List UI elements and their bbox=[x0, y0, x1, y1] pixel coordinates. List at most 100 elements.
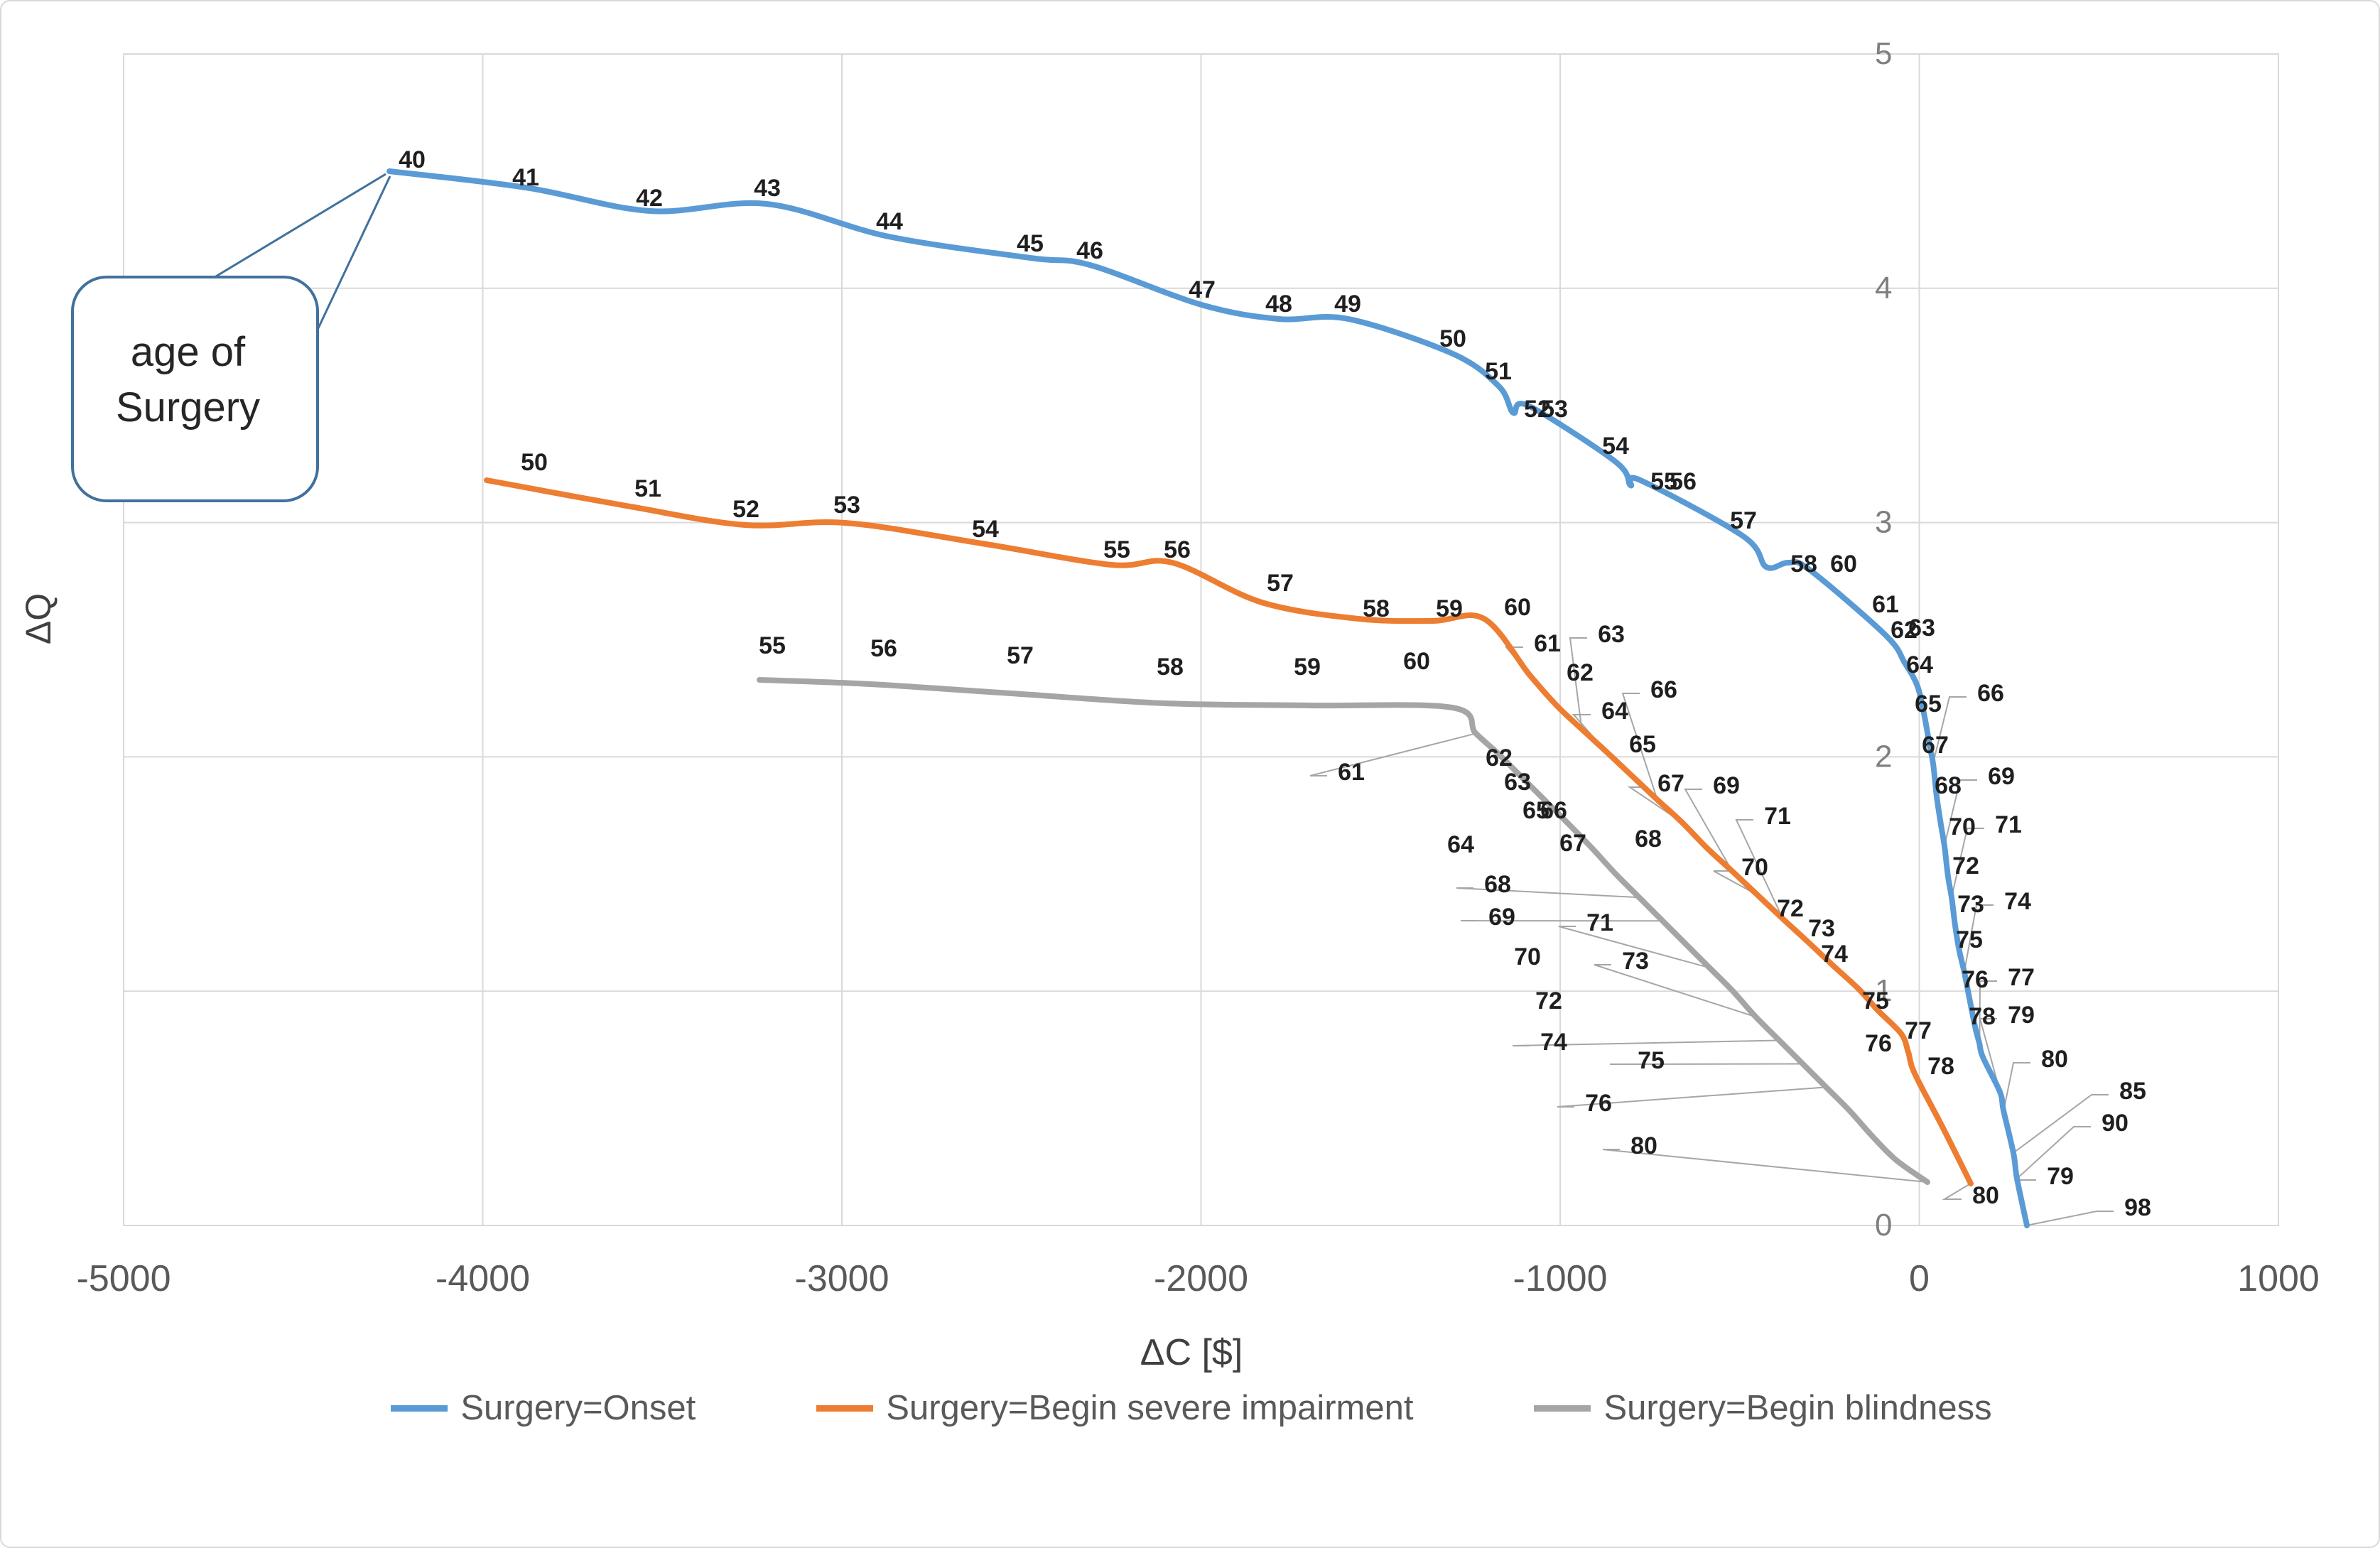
data-label-age: 55 bbox=[1103, 536, 1130, 563]
data-label-age: 78 bbox=[1927, 1053, 1954, 1080]
data-label-age: 63 bbox=[1504, 769, 1531, 796]
data-label-age: 51 bbox=[1485, 358, 1512, 385]
data-label-age: 65 bbox=[1629, 731, 1656, 758]
data-label-age: 56 bbox=[1164, 536, 1191, 563]
label-leader-line bbox=[1951, 828, 1984, 898]
data-label-age: 43 bbox=[754, 175, 781, 202]
data-label-age: 48 bbox=[1265, 291, 1292, 318]
data-label-age: 54 bbox=[972, 516, 999, 543]
x-tick-label: 1000 bbox=[2237, 1258, 2320, 1299]
data-label-age: 74 bbox=[1540, 1029, 1567, 1056]
data-label-age: 67 bbox=[1559, 830, 1586, 857]
x-axis-title: ΔC [$] bbox=[1140, 1332, 1243, 1373]
data-label-age: 59 bbox=[1294, 654, 1321, 681]
legend-item-blindness: Surgery=Begin blindness bbox=[1534, 1388, 1992, 1428]
legend-label-onset: Surgery=Onset bbox=[460, 1389, 696, 1427]
x-tick-label: 0 bbox=[1909, 1258, 1930, 1299]
data-label-age: 57 bbox=[1730, 507, 1757, 534]
label-leader-line bbox=[1557, 1086, 1827, 1108]
data-label-age: 68 bbox=[1635, 826, 1662, 853]
data-label-age: 66 bbox=[1977, 680, 2004, 707]
data-label-age: 75 bbox=[1956, 926, 1983, 953]
data-label-age: 98 bbox=[2124, 1194, 2151, 1221]
x-tick-label: -3000 bbox=[795, 1258, 889, 1299]
x-tick-label: -2000 bbox=[1154, 1258, 1248, 1299]
data-label-age: 60 bbox=[1830, 551, 1857, 578]
data-label-age: 73 bbox=[1808, 915, 1835, 942]
data-label-age: 45 bbox=[1017, 230, 1044, 257]
data-label-age: 72 bbox=[1952, 853, 1979, 879]
callout-text-line: Surgery bbox=[116, 384, 260, 431]
data-label-age: 61 bbox=[1872, 591, 1899, 618]
data-label-age: 77 bbox=[1905, 1017, 1932, 1044]
data-label-age: 68 bbox=[1484, 871, 1511, 898]
data-label-age: 69 bbox=[1488, 904, 1515, 931]
label-leader-line bbox=[1735, 819, 1784, 919]
label-leader-line bbox=[1979, 980, 1997, 1043]
label-leader-line bbox=[1594, 964, 1756, 1018]
label-leader-line bbox=[1963, 904, 1994, 973]
data-label-age: 73 bbox=[1957, 891, 1984, 918]
label-leader-line bbox=[1569, 637, 1587, 729]
data-label-age: 67 bbox=[1922, 732, 1949, 759]
data-label-age: 42 bbox=[636, 185, 663, 212]
legend-item-onset: Surgery=Onset bbox=[391, 1388, 696, 1428]
data-label-age: 58 bbox=[1363, 595, 1390, 622]
data-label-age: 72 bbox=[1535, 987, 1562, 1014]
data-label-age: 74 bbox=[1821, 941, 1848, 968]
data-label-age: 59 bbox=[1436, 595, 1463, 622]
label-leader-line bbox=[2016, 1126, 2091, 1179]
label-leader-line bbox=[1609, 1063, 1803, 1065]
label-leader-line bbox=[1979, 1018, 2001, 1093]
data-label-age: 75 bbox=[1862, 987, 1889, 1014]
data-label-age: 62 bbox=[1486, 745, 1513, 772]
callout-pointer-line bbox=[212, 173, 386, 280]
y-tick-label: 3 bbox=[1875, 505, 1892, 540]
data-label-age: 58 bbox=[1157, 654, 1184, 681]
label-leader-line bbox=[1684, 789, 1733, 872]
data-label-age: 76 bbox=[1865, 1030, 1892, 1057]
data-label-age: 41 bbox=[512, 164, 539, 191]
series-line-1 bbox=[484, 477, 1974, 1186]
data-label-age: 47 bbox=[1189, 276, 1216, 303]
label-leader-line bbox=[1932, 696, 1967, 764]
series-line-2 bbox=[757, 677, 1930, 1185]
plot-border bbox=[123, 53, 2279, 1226]
data-label-age: 79 bbox=[2047, 1163, 2074, 1190]
data-label-age: 55 bbox=[759, 632, 786, 659]
data-label-age: 44 bbox=[876, 208, 903, 235]
legend-item-severe-impairment: Surgery=Begin severe impairment bbox=[816, 1388, 1413, 1428]
data-label-age: 57 bbox=[1267, 570, 1294, 597]
y-tick-label: 1 bbox=[1875, 973, 1892, 1008]
data-label-age: 55 bbox=[1650, 468, 1677, 495]
data-label-age: 65 bbox=[1915, 691, 1942, 718]
label-leader-line bbox=[1602, 1149, 1927, 1183]
legend-swatch-blindness bbox=[1534, 1404, 1591, 1412]
data-label-age: 57 bbox=[1007, 642, 1034, 669]
data-label-age: 74 bbox=[2004, 888, 2031, 915]
data-label-age: 70 bbox=[1949, 813, 1976, 840]
data-label-age: 61 bbox=[1534, 630, 1561, 657]
data-label-age: 77 bbox=[2008, 964, 2035, 991]
data-label-age: 85 bbox=[2119, 1078, 2146, 1105]
data-label-age: 80 bbox=[1630, 1132, 1657, 1159]
data-label-age: 69 bbox=[1988, 763, 2015, 790]
label-leader-line bbox=[1942, 1182, 1971, 1200]
data-label-age: 62 bbox=[1567, 659, 1594, 686]
data-label-age: 71 bbox=[1995, 811, 2022, 838]
data-label-age: 49 bbox=[1334, 291, 1361, 318]
data-label-age: 71 bbox=[1764, 803, 1791, 830]
data-label-age: 53 bbox=[833, 492, 860, 519]
data-label-age: 54 bbox=[1602, 433, 1629, 460]
y-tick-label: 2 bbox=[1875, 739, 1892, 774]
data-label-age: 76 bbox=[1585, 1090, 1612, 1117]
data-label-age: 70 bbox=[1741, 854, 1768, 881]
data-label-age: 66 bbox=[1650, 676, 1677, 703]
data-label-age: 51 bbox=[634, 475, 661, 502]
data-label-age: 80 bbox=[1972, 1182, 1999, 1209]
data-label-age: 75 bbox=[1638, 1047, 1665, 1074]
data-label-age: 64 bbox=[1447, 831, 1474, 858]
data-label-age: 53 bbox=[1541, 396, 1568, 423]
legend-swatch-onset bbox=[391, 1404, 448, 1412]
